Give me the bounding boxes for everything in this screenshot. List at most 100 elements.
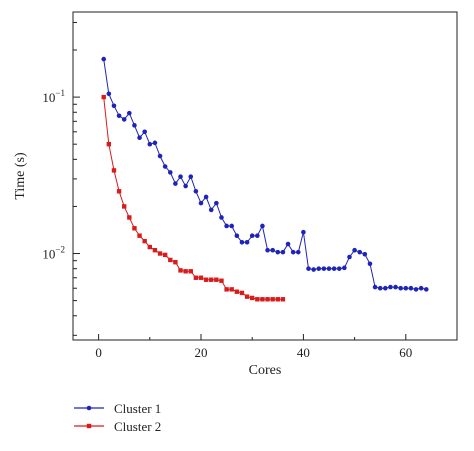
data-point [229, 223, 235, 229]
data-point [311, 267, 316, 272]
y-tick-exponent: −1 [55, 88, 65, 98]
data-point [383, 285, 388, 291]
data-point [198, 200, 204, 206]
data-point [219, 215, 224, 220]
data-point [168, 257, 173, 263]
data-point [116, 189, 122, 194]
data-point [214, 277, 219, 282]
data-point [393, 284, 398, 290]
data-point [178, 174, 183, 179]
data-point [280, 249, 286, 255]
data-point [229, 287, 234, 292]
data-point [275, 297, 280, 302]
data-point [152, 140, 158, 146]
data-point [111, 168, 117, 173]
series-line [103, 97, 283, 300]
data-point [260, 223, 265, 229]
data-point [224, 223, 229, 229]
data-point [193, 188, 199, 194]
x-tick-label: 60 [399, 345, 412, 360]
data-point [357, 249, 363, 255]
data-point [173, 260, 178, 265]
data-point [106, 141, 112, 147]
data-point [152, 248, 158, 253]
data-point [188, 174, 194, 179]
data-point [183, 183, 188, 189]
series-line [103, 59, 427, 290]
y-tick-base: 10 [42, 247, 55, 262]
y-tick-exponent: −2 [55, 245, 65, 255]
data-point [224, 287, 229, 292]
data-point [316, 266, 322, 271]
data-point [367, 261, 373, 267]
data-point [265, 247, 270, 253]
data-point [101, 94, 106, 100]
data-point [260, 297, 265, 302]
x-tick-label: 20 [195, 345, 208, 360]
data-point [209, 277, 214, 282]
data-point [142, 129, 147, 135]
data-point [418, 285, 424, 291]
y-tick-base: 10 [42, 90, 55, 105]
data-point [188, 269, 193, 274]
data-point [275, 249, 281, 255]
data-point [398, 285, 403, 291]
data-point [157, 251, 163, 256]
legend-marker [86, 405, 92, 411]
data-point [178, 268, 183, 273]
data-point [142, 238, 147, 244]
data-point [342, 265, 347, 271]
data-point [193, 275, 199, 280]
series-1 [101, 56, 429, 292]
data-point [162, 252, 168, 258]
data-point [408, 285, 414, 291]
data-point [352, 247, 357, 253]
data-point [372, 284, 378, 290]
data-point [265, 297, 270, 302]
y-tick-label: 10−2 [42, 245, 65, 262]
data-point [234, 289, 240, 294]
data-point [122, 204, 127, 209]
data-point [290, 249, 296, 255]
data-point [203, 277, 209, 282]
data-point [137, 233, 142, 238]
data-point [306, 266, 311, 271]
data-point [403, 285, 409, 291]
data-point [167, 170, 173, 175]
legend-item: Cluster 1 [74, 401, 161, 416]
data-point [219, 278, 224, 283]
data-point [239, 290, 245, 296]
x-tick-label: 0 [95, 345, 102, 360]
data-point [147, 244, 152, 250]
data-point [162, 164, 168, 169]
data-point [183, 269, 188, 274]
plot-frame [72, 11, 458, 341]
data-point [270, 297, 275, 302]
data-point [250, 295, 255, 301]
legend-item: Cluster 2 [74, 419, 161, 434]
legend-label: Cluster 1 [114, 401, 161, 416]
legend: Cluster 1 Cluster 2 [74, 401, 161, 434]
data-point [249, 233, 255, 239]
data-point [127, 215, 132, 220]
data-point [111, 103, 117, 109]
data-point [101, 56, 107, 62]
data-point [255, 233, 260, 239]
data-point [244, 294, 250, 299]
data-point [362, 251, 368, 257]
data-point [331, 266, 337, 271]
data-point [413, 287, 419, 292]
data-point [270, 247, 275, 253]
data-point [301, 229, 306, 235]
data-point [377, 285, 383, 291]
data-point [326, 266, 332, 271]
series-layer [101, 56, 429, 302]
legend-marker [86, 423, 92, 429]
data-point [132, 226, 137, 231]
data-point [280, 297, 286, 302]
data-point [198, 275, 204, 280]
data-point [336, 266, 342, 271]
x-tick-label: 40 [297, 345, 310, 360]
